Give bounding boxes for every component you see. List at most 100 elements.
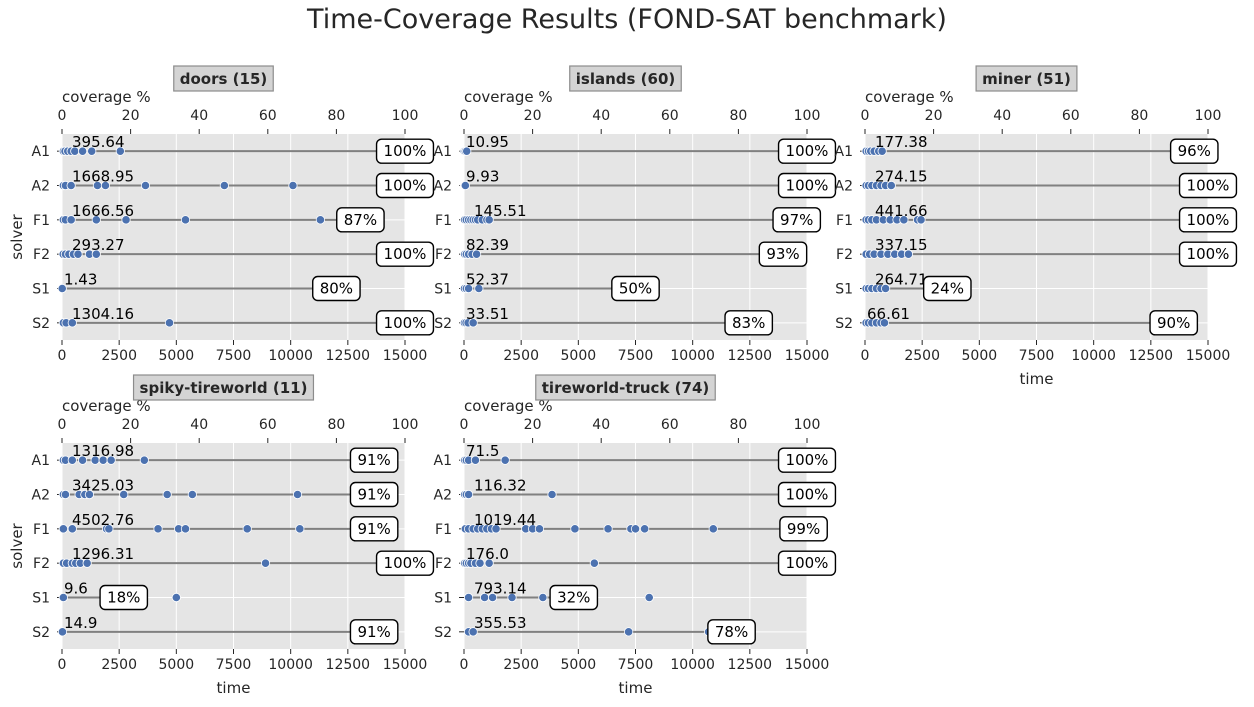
y-tick-label-S1: S1 — [434, 591, 452, 607]
time-point — [77, 146, 88, 156]
x-tick-label: 10000 — [670, 348, 715, 364]
top-x-tick-label: 80 — [327, 108, 345, 124]
y-tick-label-A1: A1 — [32, 453, 50, 469]
y-tick-label-F2: F2 — [33, 247, 50, 263]
coverage-label-F1: 100% — [1187, 211, 1230, 229]
time-point — [164, 318, 175, 328]
x-tick-label: 10000 — [268, 657, 313, 673]
time-point — [219, 180, 229, 191]
coverage-box-F1 — [1178, 207, 1238, 233]
x-tick-label: 2500 — [503, 657, 539, 673]
time-point — [484, 215, 494, 225]
subplot-title-box — [975, 65, 1078, 92]
time-point — [899, 215, 909, 225]
top-x-tick-label: 20 — [925, 108, 943, 124]
coverage-box-F1 — [336, 207, 385, 233]
coverage-box-S2 — [349, 619, 399, 645]
x-tick-label: 2500 — [101, 657, 137, 673]
top-x-tick-label: 40 — [190, 417, 208, 433]
y-tick-label-A2: A2 — [434, 179, 452, 195]
y-tick-label-S2: S2 — [32, 625, 50, 641]
top-x-tick-label: 0 — [58, 417, 67, 433]
time-label-S2: 14.9 — [64, 614, 97, 632]
coverage-label-S2: 78% — [715, 623, 748, 641]
figure-title: Time-Coverage Results (FOND-SAT benchmar… — [307, 4, 947, 35]
top-x-tick-label: 60 — [259, 417, 277, 433]
coverage-label-S2: 83% — [732, 314, 765, 332]
time-label-A1: 395.64 — [72, 133, 125, 151]
coverage-label-S2: 100% — [384, 314, 427, 332]
time-point — [91, 215, 101, 225]
y-tick-label-F2: F2 — [435, 247, 452, 263]
y-tick-label-S1: S1 — [434, 282, 452, 298]
time-label-S2: 66.61 — [867, 305, 910, 323]
time-point — [106, 455, 116, 465]
coverage-box-S1 — [611, 275, 660, 302]
top-x-tick-label: 60 — [661, 417, 679, 433]
y-tick-label-A1: A1 — [32, 144, 50, 160]
subplot-5: 0 2500 5000 7500 10000 12500 15000 0 20 40 60 80 100… — [434, 374, 837, 697]
time-point — [66, 180, 76, 191]
time-label-F1: 1019.44 — [474, 511, 536, 529]
coverage-label-A1: 100% — [786, 142, 829, 160]
x-axis-label: time — [1020, 370, 1054, 388]
top-x-tick-label: 100 — [392, 417, 419, 433]
time-point — [153, 524, 163, 534]
coverage-box-S2 — [375, 310, 435, 336]
coverage-box-A2 — [777, 481, 837, 508]
time-point — [487, 592, 498, 603]
y-tick-label-F2: F2 — [836, 247, 853, 263]
y-tick-label-A2: A2 — [32, 179, 50, 195]
time-point — [708, 524, 718, 534]
y-tick-label-A1: A1 — [835, 144, 853, 160]
time-label-S2: 1304.16 — [72, 305, 134, 323]
subplot-title: islands (60) — [576, 70, 676, 88]
time-point — [87, 146, 97, 156]
top-x-tick-label: 60 — [661, 108, 679, 124]
coverage-box-A2 — [349, 481, 399, 508]
subplot-4: 0 2500 5000 7500 10000 12500 15000 0 20 40 60 80 100… — [8, 374, 435, 697]
x-tick-label: 5000 — [159, 348, 195, 364]
top-x-tick-label: 40 — [190, 108, 208, 124]
x-tick-label: 7500 — [618, 348, 654, 364]
top-x-tick-label: 20 — [122, 108, 140, 124]
coverage-box-S2 — [724, 310, 774, 336]
coverage-label-A1: 100% — [786, 451, 829, 469]
y-axis-label: solver — [8, 213, 26, 259]
subplot-title: spiky-tireworld (11) — [140, 379, 308, 397]
x-tick-label: 12500 — [728, 348, 773, 364]
time-point — [121, 215, 131, 225]
time-point — [140, 180, 151, 191]
x-tick-label: 5000 — [962, 348, 998, 364]
coverage-label-F2: 100% — [1187, 245, 1230, 263]
time-point — [67, 455, 77, 465]
coverage-label-A1: 100% — [384, 142, 427, 160]
time-point — [91, 249, 101, 259]
coverage-label-A1: 91% — [357, 451, 390, 469]
top-x-tick-label: 20 — [524, 108, 542, 124]
time-point — [58, 592, 68, 603]
top-x-tick-label: 0 — [58, 108, 67, 124]
coverage-box-A2 — [777, 172, 837, 199]
time-point — [119, 489, 129, 500]
coverage-label-S1: 32% — [557, 589, 590, 607]
coverage-box-A1 — [777, 138, 837, 164]
time-point — [547, 489, 557, 500]
time-point — [589, 558, 599, 568]
time-point — [57, 627, 68, 637]
x-tick-label: 15000 — [785, 348, 830, 364]
top-axis-label: coverage % — [865, 88, 954, 106]
coverage-label-A2: 100% — [384, 177, 427, 195]
top-axis-label: coverage % — [62, 88, 151, 106]
top-x-tick-label: 20 — [122, 417, 140, 433]
time-point — [463, 489, 474, 500]
coverage-box-S1 — [922, 275, 972, 302]
coverage-label-F1: 97% — [780, 211, 813, 229]
time-point — [879, 318, 890, 328]
y-tick-label-S2: S2 — [32, 316, 50, 332]
time-label-S2: 33.51 — [466, 305, 509, 323]
y-tick-label-A2: A2 — [434, 488, 452, 504]
x-tick-label: 15000 — [383, 657, 428, 673]
coverage-label-A1: 96% — [1178, 142, 1211, 160]
